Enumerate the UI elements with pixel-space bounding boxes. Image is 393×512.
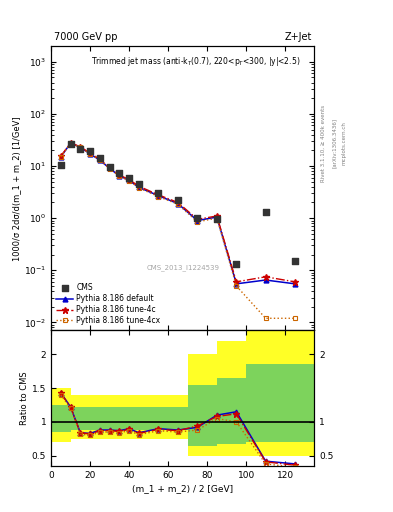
Pythia 8.186 default — [263, 277, 268, 283]
Pythia 8.186 tune-4c — [88, 151, 92, 157]
Pythia 8.186 tune-4c — [68, 140, 73, 146]
Pythia 8.186 tune-4cx — [107, 165, 112, 172]
Pythia 8.186 default — [97, 157, 102, 163]
Pythia 8.186 tune-4c — [263, 274, 268, 280]
Pythia 8.186 tune-4c — [292, 279, 297, 285]
Pythia 8.186 tune-4cx — [59, 154, 63, 160]
Pythia 8.186 default — [215, 214, 219, 220]
Text: [arXiv:1306.3436]: [arXiv:1306.3436] — [332, 118, 337, 168]
Pythia 8.186 tune-4c — [195, 216, 200, 222]
Pythia 8.186 tune-4cx — [68, 140, 73, 146]
Y-axis label: 1000/σ 2dσ/d(m_1 + m_2) [1/GeV]: 1000/σ 2dσ/d(m_1 + m_2) [1/GeV] — [12, 116, 21, 261]
Pythia 8.186 default — [78, 144, 83, 150]
Pythia 8.186 default — [117, 173, 122, 179]
Pythia 8.186 default — [88, 151, 92, 157]
CMS — [263, 208, 269, 216]
Pythia 8.186 default — [292, 281, 297, 287]
Pythia 8.186 tune-4c — [78, 143, 83, 150]
Pythia 8.186 default — [59, 154, 63, 160]
CMS — [97, 154, 103, 162]
Pythia 8.186 default — [127, 177, 132, 183]
CMS — [58, 161, 64, 169]
Pythia 8.186 tune-4cx — [215, 215, 219, 221]
CMS — [155, 189, 162, 198]
Pythia 8.186 tune-4cx — [156, 194, 161, 200]
CMS — [126, 174, 132, 182]
Pythia 8.186 tune-4cx — [195, 219, 200, 225]
Pythia 8.186 tune-4cx — [78, 144, 83, 151]
Text: Rivet 3.1.10, ≥ 400k events: Rivet 3.1.10, ≥ 400k events — [320, 105, 325, 182]
Pythia 8.186 tune-4cx — [88, 151, 92, 157]
CMS — [77, 145, 83, 153]
Pythia 8.186 tune-4c — [136, 183, 141, 189]
Pythia 8.186 tune-4cx — [117, 173, 122, 179]
Pythia 8.186 default — [136, 184, 141, 190]
Pythia 8.186 default — [107, 165, 112, 172]
CMS — [233, 260, 239, 268]
Pythia 8.186 default — [156, 193, 161, 199]
Pythia 8.186 tune-4c — [97, 156, 102, 162]
CMS — [116, 168, 123, 177]
CMS — [214, 215, 220, 223]
Pythia 8.186 tune-4c — [156, 192, 161, 198]
Pythia 8.186 default — [234, 281, 239, 287]
Pythia 8.186 tune-4cx — [136, 185, 141, 191]
Pythia 8.186 tune-4c — [107, 165, 112, 171]
Pythia 8.186 tune-4cx — [292, 315, 297, 322]
Pythia 8.186 tune-4c — [127, 177, 132, 183]
Pythia 8.186 tune-4cx — [127, 178, 132, 184]
Pythia 8.186 default — [176, 201, 180, 207]
Pythia 8.186 tune-4c — [59, 153, 63, 159]
CMS — [68, 139, 74, 147]
Pythia 8.186 tune-4cx — [263, 315, 268, 322]
Pythia 8.186 tune-4cx — [234, 283, 239, 289]
Pythia 8.186 tune-4c — [176, 199, 180, 205]
CMS — [107, 163, 113, 172]
Text: CMS_2013_I1224539: CMS_2013_I1224539 — [146, 265, 219, 271]
CMS — [175, 196, 181, 204]
CMS — [87, 147, 93, 156]
CMS — [292, 257, 298, 265]
Line: Pythia 8.186 default: Pythia 8.186 default — [59, 141, 298, 286]
Pythia 8.186 tune-4c — [215, 213, 219, 219]
Pythia 8.186 default — [68, 140, 73, 146]
Line: Pythia 8.186 tune-4cx: Pythia 8.186 tune-4cx — [59, 141, 297, 321]
Pythia 8.186 tune-4c — [234, 279, 239, 285]
Text: 7000 GeV pp: 7000 GeV pp — [54, 32, 117, 42]
Pythia 8.186 tune-4cx — [97, 157, 102, 163]
Legend: CMS, Pythia 8.186 default, Pythia 8.186 tune-4c, Pythia 8.186 tune-4cx: CMS, Pythia 8.186 default, Pythia 8.186 … — [55, 282, 162, 327]
Line: Pythia 8.186 tune-4c: Pythia 8.186 tune-4c — [58, 140, 298, 285]
Pythia 8.186 tune-4c — [117, 172, 122, 178]
CMS — [194, 214, 200, 222]
Text: Z+Jet: Z+Jet — [285, 32, 312, 42]
Text: mcplots.cern.ch: mcplots.cern.ch — [342, 121, 347, 165]
Y-axis label: Ratio to CMS: Ratio to CMS — [20, 371, 29, 425]
CMS — [136, 180, 142, 188]
Text: Trimmed jet mass (anti-k$_T$(0.7), 220<p$_T$<300, |y|<2.5): Trimmed jet mass (anti-k$_T$(0.7), 220<p… — [90, 55, 300, 68]
Pythia 8.186 tune-4cx — [176, 201, 180, 207]
Pythia 8.186 default — [195, 218, 200, 224]
X-axis label: (m_1 + m_2) / 2 [GeV]: (m_1 + m_2) / 2 [GeV] — [132, 484, 233, 493]
